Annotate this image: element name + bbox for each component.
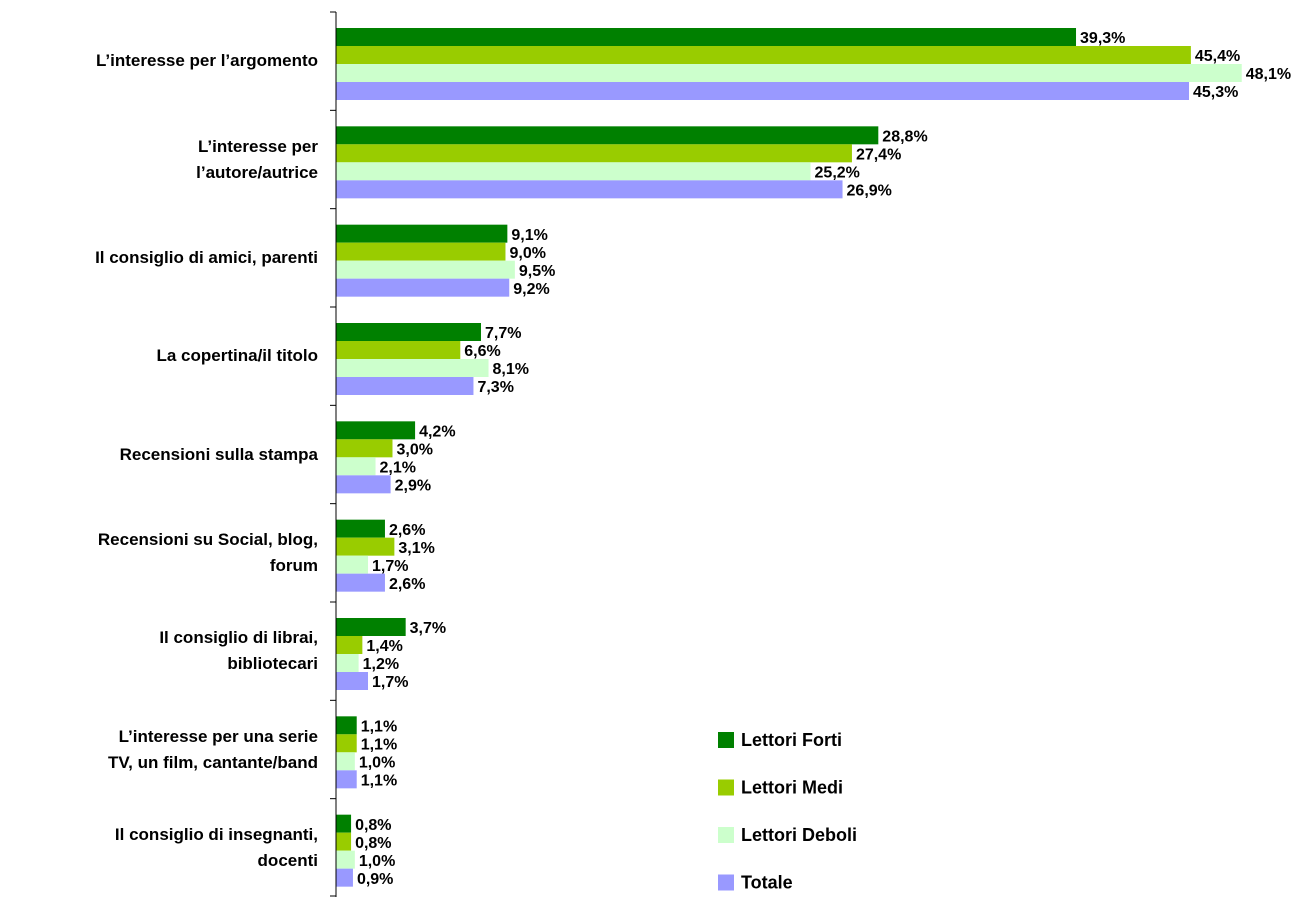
value-label: 9,0%	[509, 245, 545, 262]
category-label: Il consiglio di insegnanti, docenti	[114, 824, 318, 870]
value-label: 1,1%	[361, 773, 397, 790]
bar	[336, 573, 385, 592]
value-label: 1,0%	[359, 853, 395, 870]
legend-swatch	[718, 732, 734, 748]
value-label: 2,1%	[380, 460, 416, 477]
value-label: 3,1%	[398, 540, 434, 557]
value-label: 3,7%	[410, 620, 446, 637]
bar	[336, 850, 355, 869]
value-label: 1,1%	[361, 737, 397, 754]
value-label: 9,2%	[513, 281, 549, 298]
value-label: 9,1%	[511, 227, 547, 244]
legend-swatch	[718, 874, 734, 891]
category-label: L’interesse per l’autore/autrice	[196, 136, 318, 182]
bar	[336, 868, 353, 887]
bar	[336, 162, 811, 181]
value-label: 3,0%	[396, 442, 432, 459]
legend-swatch	[718, 827, 734, 843]
bar	[336, 537, 395, 556]
bar	[336, 242, 506, 261]
value-label: 1,7%	[372, 558, 408, 575]
legend-label: Totale	[741, 872, 793, 892]
value-label: 1,7%	[372, 674, 408, 691]
bar	[336, 555, 369, 574]
category-label: L’interesse per una serie TV, un film, c…	[107, 726, 318, 772]
bar	[336, 618, 406, 636]
bar	[336, 814, 352, 833]
value-label: 28,8%	[882, 129, 927, 146]
bar	[336, 672, 369, 690]
category-label: Recensioni sulla stampa	[119, 444, 318, 464]
value-label: 45,4%	[1195, 48, 1240, 65]
value-label: 45,3%	[1193, 84, 1238, 101]
bar	[336, 224, 508, 243]
bar	[336, 126, 879, 145]
legend-label: Lettori Medi	[741, 777, 843, 797]
bar	[336, 323, 481, 341]
bar	[336, 144, 852, 163]
value-label: 2,6%	[389, 576, 425, 593]
category-label: Il consiglio di amici, parenti	[95, 247, 318, 267]
value-label: 27,4%	[856, 147, 901, 164]
value-label: 0,9%	[357, 871, 393, 888]
legend-swatch	[718, 779, 734, 796]
value-label: 9,5%	[519, 263, 555, 280]
bar	[336, 180, 843, 199]
value-label: 39,3%	[1080, 30, 1125, 47]
bar	[336, 421, 416, 440]
value-label: 8,1%	[493, 361, 529, 378]
bar	[336, 28, 1077, 46]
value-label: 2,9%	[395, 478, 431, 495]
bar	[336, 752, 355, 771]
value-label: 7,7%	[485, 325, 521, 342]
value-label: 1,1%	[361, 719, 397, 736]
bar	[336, 278, 510, 297]
value-label: 6,6%	[464, 343, 500, 360]
bar	[336, 770, 357, 789]
value-label: 26,9%	[847, 183, 892, 200]
bar	[336, 519, 385, 538]
bar	[336, 260, 515, 279]
bar	[336, 457, 376, 476]
bar	[336, 82, 1189, 100]
value-label: 25,2%	[815, 165, 860, 182]
legend-label: Lettori Forti	[741, 730, 842, 750]
value-label: 0,8%	[355, 835, 391, 852]
value-label: 4,2%	[419, 424, 455, 441]
value-label: 7,3%	[477, 379, 513, 396]
value-label: 0,8%	[355, 817, 391, 834]
bar	[336, 832, 352, 851]
value-label: 48,1%	[1246, 66, 1291, 83]
bar	[336, 64, 1242, 82]
category-label: Recensioni su Social, blog, forum	[97, 529, 318, 575]
bar	[336, 716, 357, 735]
bar	[336, 654, 359, 672]
category-label: L’interesse per l’argomento	[95, 51, 318, 71]
legend-label: Lettori Deboli	[741, 825, 857, 845]
bar	[336, 46, 1191, 64]
bar	[336, 341, 461, 359]
bar	[336, 734, 357, 753]
bar	[336, 377, 474, 395]
value-label: 2,6%	[389, 522, 425, 539]
bar	[336, 359, 489, 377]
bar	[336, 439, 393, 458]
category-label: La copertina/il titolo	[156, 346, 318, 366]
value-label: 1,2%	[363, 656, 399, 673]
value-label: 1,0%	[359, 755, 395, 772]
category-label: Il consiglio di librai, bibliotecari	[159, 628, 318, 674]
bar	[336, 475, 391, 494]
value-label: 1,4%	[366, 638, 402, 655]
bar	[336, 636, 363, 654]
